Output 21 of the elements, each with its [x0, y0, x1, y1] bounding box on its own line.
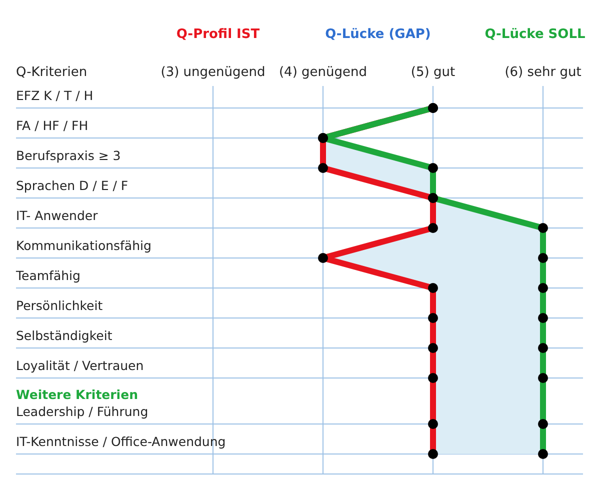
- y-tick-label: IT-Kenntnisse / Office-Anwendung: [16, 434, 226, 449]
- y-tick-label: Selbständigkeit: [16, 328, 112, 343]
- text: Weitere Kriterien: [16, 387, 138, 402]
- x-tick-label: (4) genügend: [278, 65, 368, 80]
- x-tick-label: (6) sehr gut: [504, 65, 582, 80]
- text: Q-Lücke SOLL: [484, 27, 586, 42]
- x-tick-label: (5) gut: [410, 65, 456, 80]
- y-tick-label: Sprachen D / E / F: [16, 178, 128, 193]
- y-tick-label: IT- Anwender: [16, 208, 99, 223]
- text: Q-Profil IST: [176, 27, 260, 42]
- x-tick-label: (3) ungenügend: [160, 65, 266, 80]
- y-tick-label: Loyalität / Vertrauen: [16, 358, 144, 373]
- y-tick-label: EFZ K / T / H: [16, 88, 94, 103]
- y-tick-label: Teamfähig: [15, 268, 80, 283]
- y-tick-label: Leadership / Führung: [16, 404, 148, 419]
- y-tick-label: Berufspraxis ≥ 3: [16, 148, 121, 163]
- text: Q-Lücke (GAP): [325, 27, 431, 42]
- y-tick-label: Kommunikationsfähig: [16, 238, 152, 253]
- y-tick-label: FA / HF / FH: [16, 118, 88, 133]
- y-axis-title: Q-Kriterien: [16, 65, 88, 80]
- y-tick-label: Persönlichkeit: [16, 298, 103, 313]
